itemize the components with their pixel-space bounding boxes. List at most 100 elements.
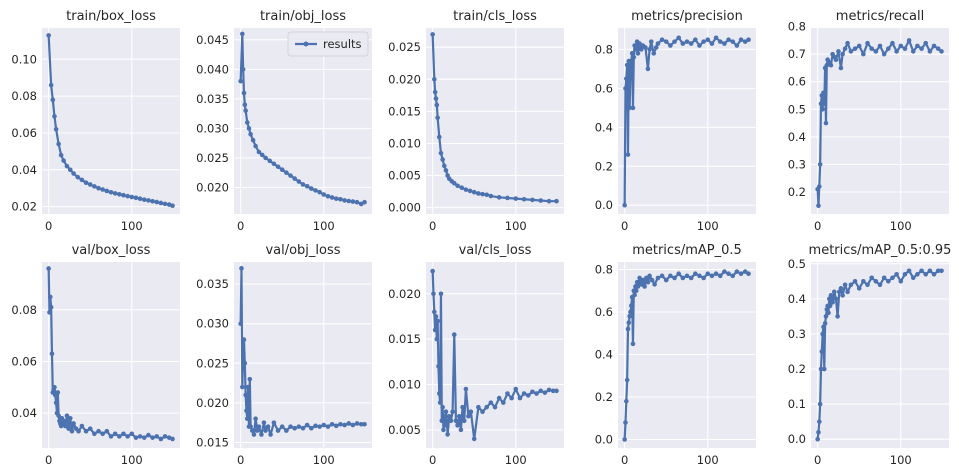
- legend-box: [287, 31, 369, 57]
- data-point: [317, 189, 322, 195]
- x-tick-label: 100: [697, 453, 719, 467]
- data-point: [69, 428, 75, 434]
- data-point: [680, 41, 686, 46]
- data-point: [444, 418, 450, 424]
- data-point: [647, 47, 652, 52]
- data-point: [734, 43, 740, 48]
- data-point: [822, 101, 827, 107]
- data-point: [869, 46, 874, 51]
- data-point: [443, 409, 449, 415]
- data-point: [638, 282, 644, 287]
- y-tick-label: 0.06: [11, 354, 37, 368]
- data-point: [146, 198, 151, 203]
- data-point: [630, 341, 636, 347]
- data-point: [430, 268, 435, 274]
- y-tick-label: 0.4: [788, 130, 806, 144]
- data-point: [890, 40, 895, 46]
- data-point: [746, 271, 751, 276]
- y-tick-label: 0.0: [595, 198, 613, 212]
- data-point: [432, 89, 438, 95]
- data-point: [246, 126, 252, 131]
- data-point: [861, 51, 866, 57]
- y-tick-label: 0.3: [788, 157, 806, 171]
- data-point: [325, 193, 331, 199]
- x-tick-label: 0: [429, 219, 436, 233]
- subplot-title: metrics/precision: [631, 9, 743, 24]
- data-point: [637, 275, 642, 281]
- data-point: [820, 106, 825, 112]
- data-point: [458, 427, 464, 433]
- data-point: [158, 200, 164, 206]
- data-point: [304, 422, 310, 428]
- data-point: [170, 436, 175, 442]
- x-tick-label: 100: [505, 453, 527, 467]
- data-point: [440, 157, 445, 162]
- data-point: [697, 273, 702, 279]
- data-point: [877, 43, 883, 49]
- data-point: [96, 185, 101, 191]
- data-point: [898, 43, 904, 49]
- subplot-5: metrics/recall 0 100 0.2 0.3 0.4 0.5 0.6 0.7 0.8: [788, 9, 949, 233]
- data-point: [525, 393, 531, 398]
- data-point: [919, 268, 924, 274]
- data-point: [451, 180, 457, 186]
- data-point: [701, 39, 706, 44]
- y-tick-label: 0.04: [11, 406, 37, 420]
- x-tick-label: 0: [45, 453, 52, 467]
- data-point: [645, 279, 651, 285]
- data-point: [818, 366, 824, 372]
- data-point: [484, 404, 489, 410]
- x-tick-label: 100: [313, 219, 335, 233]
- data-point: [313, 423, 318, 429]
- data-point: [61, 158, 66, 163]
- data-point: [338, 421, 343, 427]
- data-point: [288, 173, 293, 178]
- data-point: [939, 268, 944, 274]
- data-point: [67, 167, 73, 173]
- data-point: [346, 421, 352, 426]
- series-line: [816, 39, 943, 207]
- y-tick-label: 0.2: [788, 362, 806, 376]
- data-point: [827, 303, 833, 309]
- data-point: [642, 284, 647, 289]
- data-point: [317, 424, 322, 429]
- y-tick-label: 0.010: [388, 377, 421, 391]
- data-point: [300, 425, 306, 431]
- data-point: [87, 426, 93, 431]
- y-tick-label: 0.010: [388, 136, 421, 150]
- data-point: [471, 436, 477, 442]
- data-point: [56, 413, 61, 419]
- data-point: [296, 179, 302, 184]
- data-point: [438, 291, 444, 297]
- y-tick-label: 0.7: [788, 47, 806, 61]
- data-point: [271, 420, 277, 425]
- data-point: [64, 163, 70, 169]
- data-point: [453, 418, 459, 424]
- y-tick-label: 0.6: [595, 81, 613, 95]
- data-point: [150, 198, 155, 204]
- data-point: [840, 51, 845, 57]
- data-point: [817, 419, 822, 424]
- data-point: [624, 76, 629, 81]
- y-tick-label: 0.5: [788, 102, 806, 116]
- data-point: [530, 389, 535, 395]
- data-point: [672, 275, 677, 281]
- data-point: [456, 413, 462, 419]
- data-point: [459, 185, 465, 190]
- data-point: [513, 196, 519, 201]
- data-point: [129, 194, 135, 200]
- data-point: [431, 291, 436, 297]
- data-point: [823, 120, 829, 126]
- data-point: [649, 277, 655, 283]
- data-point: [709, 41, 715, 46]
- data-point: [455, 183, 460, 189]
- data-point: [48, 294, 53, 300]
- data-point: [150, 435, 155, 440]
- data-point: [434, 102, 440, 108]
- data-point: [435, 115, 440, 121]
- data-point: [64, 413, 70, 419]
- data-point: [329, 421, 335, 427]
- data-point: [154, 434, 160, 439]
- data-point: [881, 51, 887, 57]
- data-point: [730, 39, 736, 44]
